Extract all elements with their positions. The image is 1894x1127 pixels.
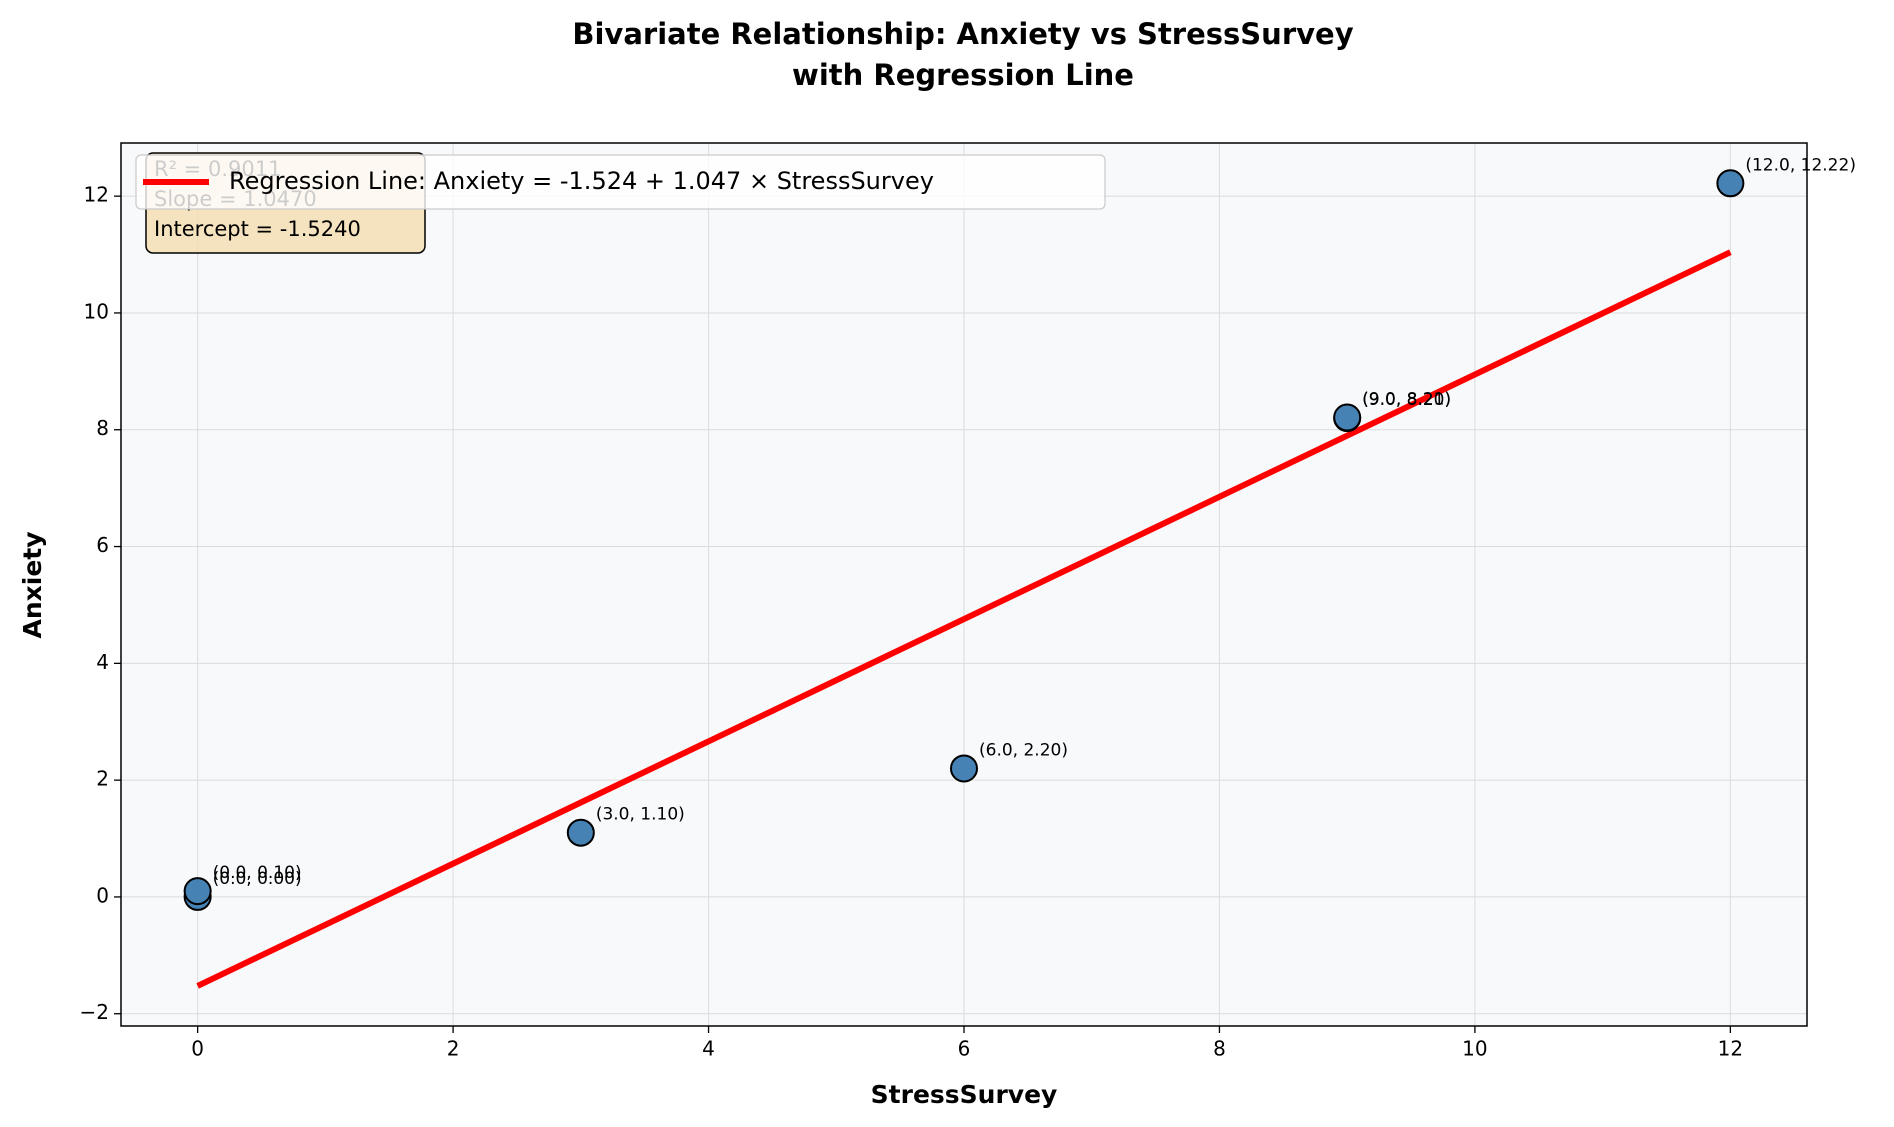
x-tick-label: 6 xyxy=(958,1037,971,1061)
data-label: (12.0, 12.22) xyxy=(1745,155,1856,175)
stats-text: Intercept = -1.5240 xyxy=(154,217,361,241)
point xyxy=(950,754,978,783)
x-tick-label: 0 xyxy=(191,1037,204,1061)
x-tick-label: 10 xyxy=(1462,1037,1487,1061)
y-tick-label: −2 xyxy=(80,1000,109,1024)
x-axis-label: StressSurvey xyxy=(871,1080,1058,1109)
data-label: (9.0, 8.20) xyxy=(1362,390,1451,410)
chart-title: Bivariate Relationship: Anxiety vs Stres… xyxy=(572,17,1353,51)
x-tick-label: 8 xyxy=(1213,1037,1226,1061)
y-tick-label: 6 xyxy=(96,533,109,557)
data-label: (0.0, 0.00) xyxy=(213,869,302,889)
y-tick-label: 8 xyxy=(96,416,109,440)
y-tick-label: 10 xyxy=(84,299,109,323)
legend-box xyxy=(135,154,1106,210)
x-tick-label: 2 xyxy=(447,1037,460,1061)
y-tick-label: 4 xyxy=(96,650,109,674)
data-label: (3.0, 1.10) xyxy=(596,805,685,825)
y-tick-label: 0 xyxy=(96,883,109,907)
x-tick-label: 4 xyxy=(702,1037,715,1061)
overlay: R² = 0.9011Slope = 1.0470Intercept = -1.… xyxy=(135,152,1106,254)
point xyxy=(1333,403,1362,432)
point xyxy=(183,877,212,906)
x-tick-label: 12 xyxy=(1718,1037,1743,1061)
regression-line xyxy=(196,249,1732,989)
y-tick-label: 2 xyxy=(96,767,109,791)
chart-subtitle: with Regression Line xyxy=(792,58,1134,92)
y-axis-label: Anxiety xyxy=(18,531,47,638)
marks: (0.0, 0.00)(0.0, 0.10) (3.0, 1.10) (6.0, 2… xyxy=(183,155,1856,989)
y-tick-label: 12 xyxy=(84,183,109,207)
point xyxy=(566,818,595,847)
data-label: (6.0, 2.20) xyxy=(979,740,1068,760)
data-label: (9.0, 8.21) xyxy=(1362,389,1451,409)
plot-frame xyxy=(120,142,1808,1027)
data-label: (0.0, 0.10) xyxy=(213,863,302,883)
legend-label: Regression Line: Anxiety = -1.524 + 1.04… xyxy=(229,167,934,195)
point xyxy=(1716,169,1745,198)
